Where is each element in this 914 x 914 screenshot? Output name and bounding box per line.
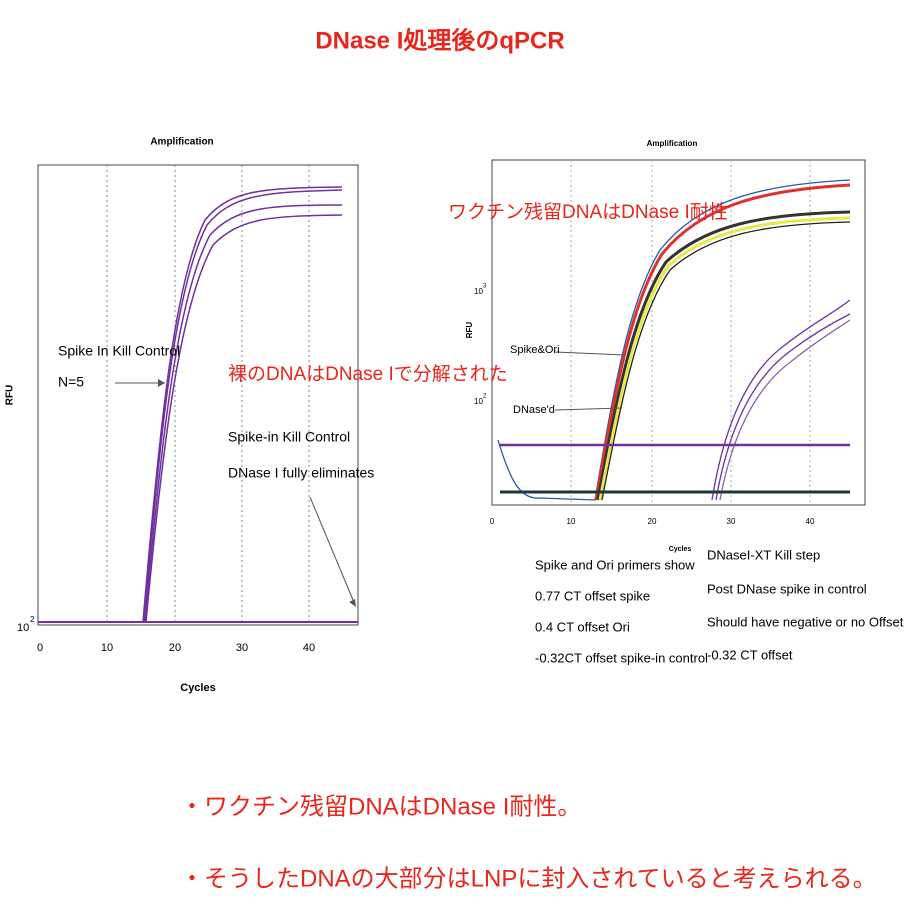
x-tick-label: 10 xyxy=(101,642,113,654)
arrowhead xyxy=(349,599,356,607)
note: -0.32 CT offset xyxy=(707,647,793,662)
x-tick-label: 20 xyxy=(648,517,657,526)
x-tick-label: 0 xyxy=(490,517,495,526)
y-tick-label: 10 xyxy=(17,622,29,634)
chart-title: Amplification xyxy=(647,139,698,148)
y-tick-exp: 2 xyxy=(30,615,35,624)
series-label: Spike&Ori xyxy=(510,344,560,356)
note: 0.77 CT offset spike xyxy=(535,588,650,603)
x-tick-label: 40 xyxy=(303,642,315,654)
right-chart: Amplification Spike&Ori DNase'd 0 10 20 … xyxy=(465,139,904,665)
x-tick-label: 40 xyxy=(806,517,815,526)
y-tick-exp: 3 xyxy=(483,284,487,290)
note: 0.4 CT offset Ori xyxy=(535,619,630,634)
callout: 裸のDNAはDNase Iで分解された xyxy=(228,363,508,385)
y-axis-label: RFU xyxy=(465,322,474,339)
bullet: ・ワクチン残留DNAはDNase I耐性。 xyxy=(180,793,581,820)
x-axis-label: Cycles xyxy=(180,682,215,694)
x-tick-label: 20 xyxy=(169,642,181,654)
arrow xyxy=(309,496,354,601)
y-tick-exp: 2 xyxy=(483,394,487,400)
curves xyxy=(142,186,343,623)
annotation: DNase I fully eliminates xyxy=(228,465,374,481)
left-chart: Amplification Spike In Kill Control N=5 … xyxy=(5,137,375,694)
arrow xyxy=(554,351,626,356)
note: Spike and Ori primers show xyxy=(535,557,695,572)
x-axis-label: Cycles xyxy=(669,546,692,553)
callout: ワクチン残留DNAはDNase I耐性 xyxy=(448,201,728,223)
plot-frame xyxy=(37,164,359,626)
annotation: Spike-in Kill Control xyxy=(228,429,350,445)
series-label: DNase'd xyxy=(513,404,555,416)
plot-frame xyxy=(491,159,866,506)
curves xyxy=(497,179,851,501)
x-tick-label: 10 xyxy=(567,517,576,526)
x-tick-label: 30 xyxy=(236,642,248,654)
x-tick-label: 0 xyxy=(37,642,43,654)
annotation: N=5 xyxy=(58,374,84,390)
bullet: ・そうしたDNAの大部分はLNPに封入されていると考えられる。 xyxy=(180,865,877,892)
annotation: Spike In Kill Control xyxy=(58,343,180,359)
note: -0.32CT offset spike-in control xyxy=(535,650,708,665)
grid xyxy=(106,165,310,625)
y-tick-label: 10 xyxy=(474,397,483,406)
y-tick-label: 10 xyxy=(474,287,483,296)
y-axis-label: RFU xyxy=(5,385,16,406)
chart-title: Amplification xyxy=(150,137,213,148)
slide-title: DNase I処理後のqPCR xyxy=(315,26,564,54)
x-tick-label: 30 xyxy=(727,517,736,526)
arrowhead xyxy=(158,379,165,387)
note: Should have negative or no Offset xyxy=(707,614,904,629)
note: DNaseI-XT Kill step xyxy=(707,547,820,562)
note: Post DNase spike in control xyxy=(707,581,867,596)
arrow xyxy=(554,407,623,411)
